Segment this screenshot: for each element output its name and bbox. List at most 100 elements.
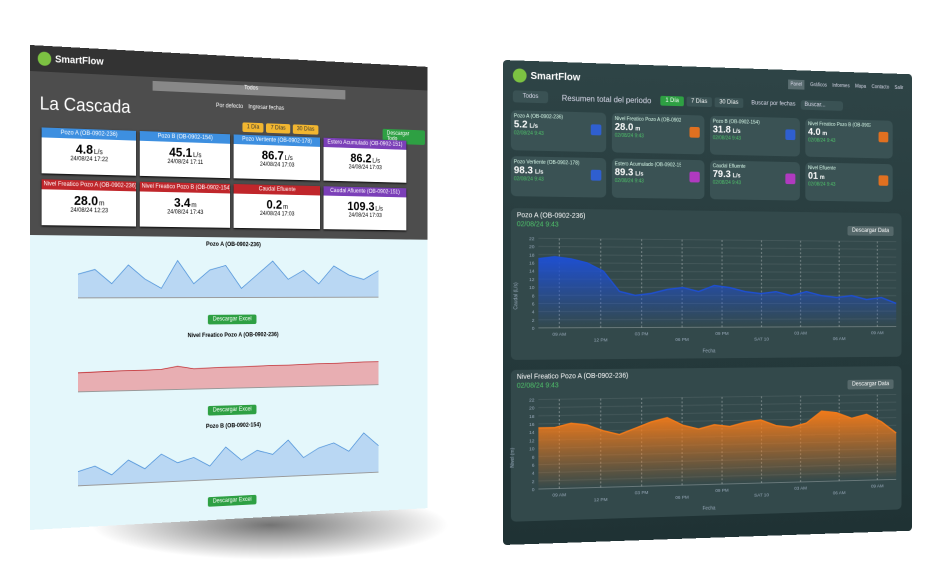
y-tick-label: 14: [529, 430, 535, 436]
chart-plot: 0 2 4 6 8 10 12 14 16 18 20 22 09 AM 12 PM 03 PM 06 PM 0…: [529, 366, 902, 503]
area: [77, 432, 379, 486]
sensor-card: Pozo B (OB-0902-154) 31.8 L/s 02/08/24 9:43: [709, 115, 800, 157]
value: 0.2: [266, 197, 283, 212]
value: 45.1: [169, 144, 193, 160]
value: 28.0: [614, 121, 634, 134]
range-button[interactable]: 7 Días: [686, 96, 712, 108]
card-icon: [878, 175, 889, 186]
unit: m: [283, 204, 289, 211]
grid-line: [538, 402, 896, 407]
chart-plot: [68, 424, 386, 492]
value: 31.8: [712, 124, 731, 136]
grid-line: [538, 238, 896, 241]
value: 86.7: [261, 147, 284, 163]
card-icon: [785, 173, 796, 185]
nav-item[interactable]: Mapa: [855, 83, 867, 90]
y-tick-label: 16: [529, 261, 535, 267]
card-label: Caudal Afluente (OB-0902-151): [323, 186, 407, 198]
y-tick-label: 22: [529, 398, 535, 404]
unit: m: [822, 131, 828, 138]
unit: m: [635, 126, 641, 133]
chart-block: Pozo B (OB-0902-154) Descargar Excel: [68, 418, 386, 515]
y-tick-label: 22: [529, 236, 535, 242]
card-icon: [689, 171, 700, 183]
x-tick-label: 06 PM: [675, 337, 689, 343]
sensor-card: Pozo A (OB-0902-236) 4.8L/s 24/08/24 17:22: [41, 127, 137, 176]
unit: L/s: [529, 123, 538, 130]
value: 89.3: [614, 167, 634, 179]
unit: m: [819, 175, 825, 181]
sensor-card: Nivel Freatico Pozo B (OB-0902-154) 4.0 m 0…: [805, 118, 893, 159]
sensor-card: Pozo Vertiente (OB-0902-178) 98.3 L/s 02/08…: [510, 156, 607, 198]
x-tick-label: 09 AM: [871, 483, 883, 489]
value: 86.2: [350, 150, 372, 166]
card-label: Nivel Freatico Pozo A (OB-0902-236): [41, 179, 137, 192]
range-button[interactable]: 1 Día: [660, 95, 684, 107]
sensor-card: Caudal Efluente 0.2m 24/08/24 17:03: [233, 184, 321, 230]
y-tick-label: 4: [532, 310, 535, 316]
chart-plot: [68, 246, 386, 303]
y-tick-label: 20: [529, 406, 535, 412]
sensor-card: Estero Acumulado (OB-0902-151) 86.2L/s 24/…: [323, 137, 407, 183]
nav-item[interactable]: Gráficos: [810, 82, 827, 89]
charts-area: Pozo A (OB-0902-236) Descargar Excel Nivel…: [30, 235, 428, 530]
card-value: 109.3L/s: [323, 198, 406, 214]
value: 79.3: [712, 169, 731, 181]
x-tick-label: 09 AM: [871, 330, 883, 336]
date-search[interactable]: Buscar por fechas: [751, 100, 796, 108]
nav-item[interactable]: Salir: [894, 84, 904, 91]
x-tick-label: 09 AM: [552, 492, 566, 498]
x-tick-label: 09 PM: [715, 331, 728, 337]
download-excel[interactable]: Descargar Excel: [208, 404, 257, 416]
area: [538, 409, 897, 490]
card-date: 24/08/24 17:03: [259, 161, 295, 169]
x-tick-label: SAT 10: [754, 337, 769, 343]
dark-dashboard: SmartFlow Panel Gráficos Informes Mapa Contac…: [503, 60, 912, 545]
radio-option[interactable]: Ingresar fechas: [248, 104, 285, 112]
value: 01: [808, 171, 819, 182]
nav-item[interactable]: Panel: [787, 79, 805, 90]
y-tick-label: 10: [529, 285, 535, 291]
x-axis-label: Fecha: [702, 348, 716, 355]
card-label: Nivel Freatico Pozo B (OB-0902-154): [139, 181, 231, 194]
nav-item[interactable]: Informes: [832, 82, 850, 90]
radio-option[interactable]: Por defecto: [215, 103, 244, 111]
card-icon: [590, 169, 602, 181]
sensor-card: Nivel Efluente 01 m 02/08/24 9:43: [805, 162, 893, 202]
card-label: Caudal Efluente: [233, 184, 321, 196]
range-button[interactable]: 1 Día: [242, 122, 264, 133]
unit: L/s: [375, 205, 383, 213]
light-dashboard: SmartFlow Todos La Cascada Por defecto Ingre…: [30, 45, 428, 530]
unit: L/s: [635, 171, 644, 178]
unit: L/s: [93, 149, 103, 157]
chart-plot: 0 2 4 6 8 10 12 14 16 18 20 22 09 AM 12 PM 03 PM 06 PM 0…: [529, 208, 902, 343]
range-button[interactable]: 30 Días: [292, 124, 319, 135]
selector[interactable]: Todos: [512, 90, 549, 104]
x-tick-label: 03 PM: [635, 490, 649, 496]
card-icon: [878, 131, 889, 143]
download-excel[interactable]: Descargar Excel: [208, 314, 257, 325]
y-tick-label: 18: [529, 414, 535, 420]
value: 109.3: [347, 198, 375, 214]
card-date: 24/08/24 17:03: [259, 211, 295, 218]
summary: Resumen total del periodo: [561, 93, 652, 105]
search[interactable]: Buscar...: [800, 100, 844, 111]
nav-item[interactable]: Contacto: [871, 84, 890, 91]
chart-plot: [68, 337, 386, 398]
unit: L/s: [372, 157, 381, 165]
chart-block: Pozo A (OB-0902-236) Descargar Excel: [68, 240, 386, 326]
card-value: 3.4m: [140, 194, 230, 210]
x-tick-label: 09 PM: [715, 488, 728, 494]
sensor-card: Pozo A (OB-0902-236) 5.2 L/s 02/08/24 9:43: [510, 110, 607, 153]
y-tick-label: 20: [529, 244, 535, 250]
unit: L/s: [193, 152, 202, 160]
range-button[interactable]: 7 Días: [266, 123, 290, 134]
y-tick-label: 2: [532, 318, 535, 324]
download-excel[interactable]: Descargar Excel: [208, 494, 257, 507]
value: 98.3: [513, 165, 533, 177]
range-button[interactable]: 30 Días: [714, 97, 744, 108]
value: 4.8: [75, 141, 93, 157]
x-tick-label: 06 AM: [833, 490, 846, 496]
brand: SmartFlow: [530, 70, 581, 83]
